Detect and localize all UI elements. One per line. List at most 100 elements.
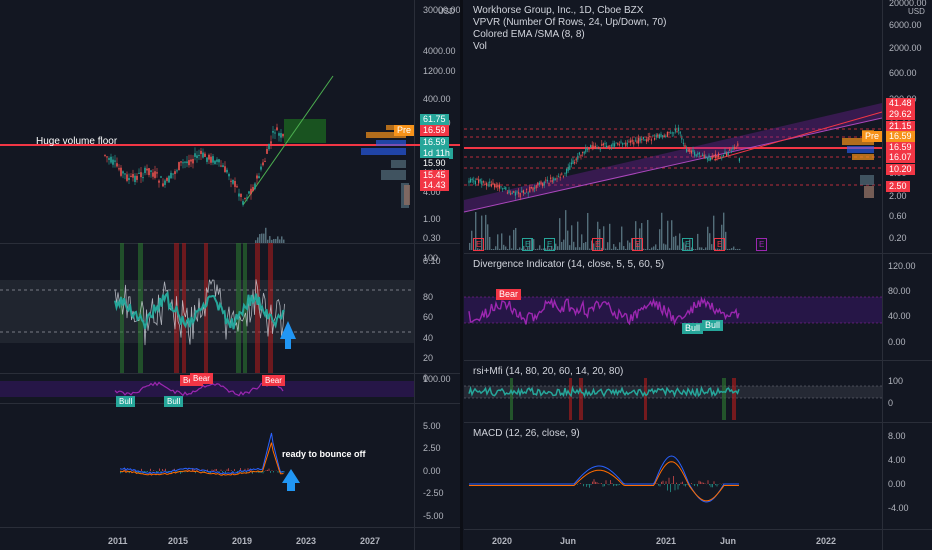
left-divergence-pane[interactable] (0, 373, 414, 403)
candle-body (182, 162, 184, 164)
volume-bar (543, 248, 545, 250)
earnings-event-icon[interactable]: E (473, 238, 485, 251)
candle-body (530, 187, 532, 189)
right-rsi-pane[interactable] (464, 360, 882, 422)
macd-histogram-bar (707, 480, 709, 484)
left-pane-divider[interactable] (0, 243, 460, 244)
legend-vpvr[interactable]: VPVR (Number Of Rows, 24, Up/Down, 70) (473, 17, 667, 28)
candle-body (628, 141, 630, 143)
macd-histogram-bar (240, 468, 241, 471)
right-divergence-pane[interactable] (464, 253, 882, 360)
volume-bar (515, 227, 517, 250)
candle-body (479, 179, 481, 182)
left-pane-divider[interactable] (0, 527, 460, 528)
candle-body (521, 190, 523, 193)
left-chart[interactable]: USD Huge volume floor (0, 0, 461, 550)
volume-bar (509, 235, 511, 250)
macd-histogram-bar (667, 484, 668, 491)
right-macd-pane[interactable] (464, 422, 882, 529)
candle-body (478, 179, 480, 184)
candle-body (222, 165, 224, 168)
left-oscillator-pane[interactable] (0, 243, 414, 373)
earnings-event-icon[interactable]: E (522, 238, 534, 251)
candle-body (514, 192, 516, 196)
candle-body (726, 153, 728, 157)
volume-bar (701, 247, 703, 250)
earnings-event-icon[interactable]: E (682, 238, 694, 251)
candle-body (678, 127, 680, 132)
volume-bar (255, 240, 257, 243)
left-price-pane[interactable] (0, 0, 460, 243)
legend-ema[interactable]: Colored EMA /SMA (8, 8) (473, 29, 585, 40)
candle-body (644, 139, 646, 141)
earnings-event-icon[interactable]: E (756, 238, 768, 251)
candle-body (140, 172, 142, 178)
price-tag: 16.59 (886, 131, 915, 142)
right-price-pane[interactable] (463, 0, 883, 253)
candle-body (232, 179, 234, 184)
right-pane-divider[interactable] (464, 422, 932, 423)
candle-body (248, 191, 250, 194)
candle-body (162, 183, 164, 187)
volume-bar (283, 239, 285, 243)
volume-bar (611, 248, 613, 250)
macd-histogram-bar (671, 483, 673, 484)
right-pane-divider[interactable] (464, 360, 932, 361)
candle-body (120, 167, 122, 176)
legend-vol[interactable]: Vol (473, 41, 487, 52)
volume-bar (505, 246, 507, 250)
macd-histogram-bar (704, 483, 706, 484)
earnings-event-icon[interactable]: E (544, 238, 556, 251)
price-tag: 16.59 (886, 142, 915, 153)
candle-body (614, 143, 616, 147)
candle-body (136, 175, 138, 180)
macd-histogram-bar (715, 484, 716, 486)
right-price-tick: 2000.00 (889, 43, 922, 53)
volume-bar (703, 248, 705, 250)
left-volume-bars (255, 227, 285, 243)
volume-bar (595, 247, 597, 250)
left-axis-unit: USD (438, 7, 455, 16)
earnings-event-icon[interactable]: E (632, 238, 644, 251)
candle-body (226, 169, 228, 173)
candle-body (470, 178, 472, 183)
macd-histogram-bar (135, 471, 136, 473)
macd-histogram-bar (211, 469, 213, 471)
right-pane-divider[interactable] (464, 529, 932, 530)
earnings-event-icon[interactable]: E (592, 238, 604, 251)
macd-histogram-bar (163, 470, 165, 471)
right-pane-divider[interactable] (464, 253, 932, 254)
candle-body (529, 186, 531, 193)
volume-bar (635, 221, 637, 250)
volume-bar (521, 248, 523, 250)
earnings-event-icon[interactable]: E (714, 238, 726, 251)
left-macd-pane[interactable] (0, 403, 414, 527)
macd-histogram-bar (698, 480, 700, 484)
candle-body (274, 132, 276, 134)
rsi-title[interactable]: rsi+Mfi (14, 80, 20, 60, 14, 20, 80) (473, 366, 624, 377)
chart-split[interactable] (460, 0, 463, 550)
macd-histogram-bar (214, 469, 216, 471)
right-chart[interactable]: Workhorse Group, Inc., 1D, Cboe BZX VPVR… (460, 0, 932, 550)
macd-histogram-bar (614, 484, 616, 486)
candle-body (658, 134, 660, 139)
candle-body (164, 180, 166, 185)
macd-title[interactable]: MACD (12, 26, close, 9) (473, 428, 580, 439)
left-pane-divider[interactable] (0, 373, 460, 374)
candle-body (585, 147, 587, 153)
price-tag: 1d 11h (420, 148, 453, 159)
candle-body (577, 155, 579, 160)
volume-bar (279, 239, 281, 243)
macd-histogram-bar (277, 471, 279, 473)
macd-histogram-bar (601, 483, 602, 484)
candle-body (575, 158, 577, 161)
symbol-title[interactable]: Workhorse Group, Inc., 1D, Cboe BZX (473, 5, 644, 16)
divergence-title[interactable]: Divergence Indicator (14, close, 5, 5, 6… (473, 259, 665, 270)
volume-bar (553, 248, 555, 250)
left-pane-divider[interactable] (0, 403, 460, 404)
volume-bar (691, 247, 693, 250)
volume-bar (565, 210, 567, 250)
macd-histogram-bar (124, 468, 126, 471)
candle-body (138, 172, 140, 174)
right-rsi-tick: 100 (888, 376, 904, 386)
